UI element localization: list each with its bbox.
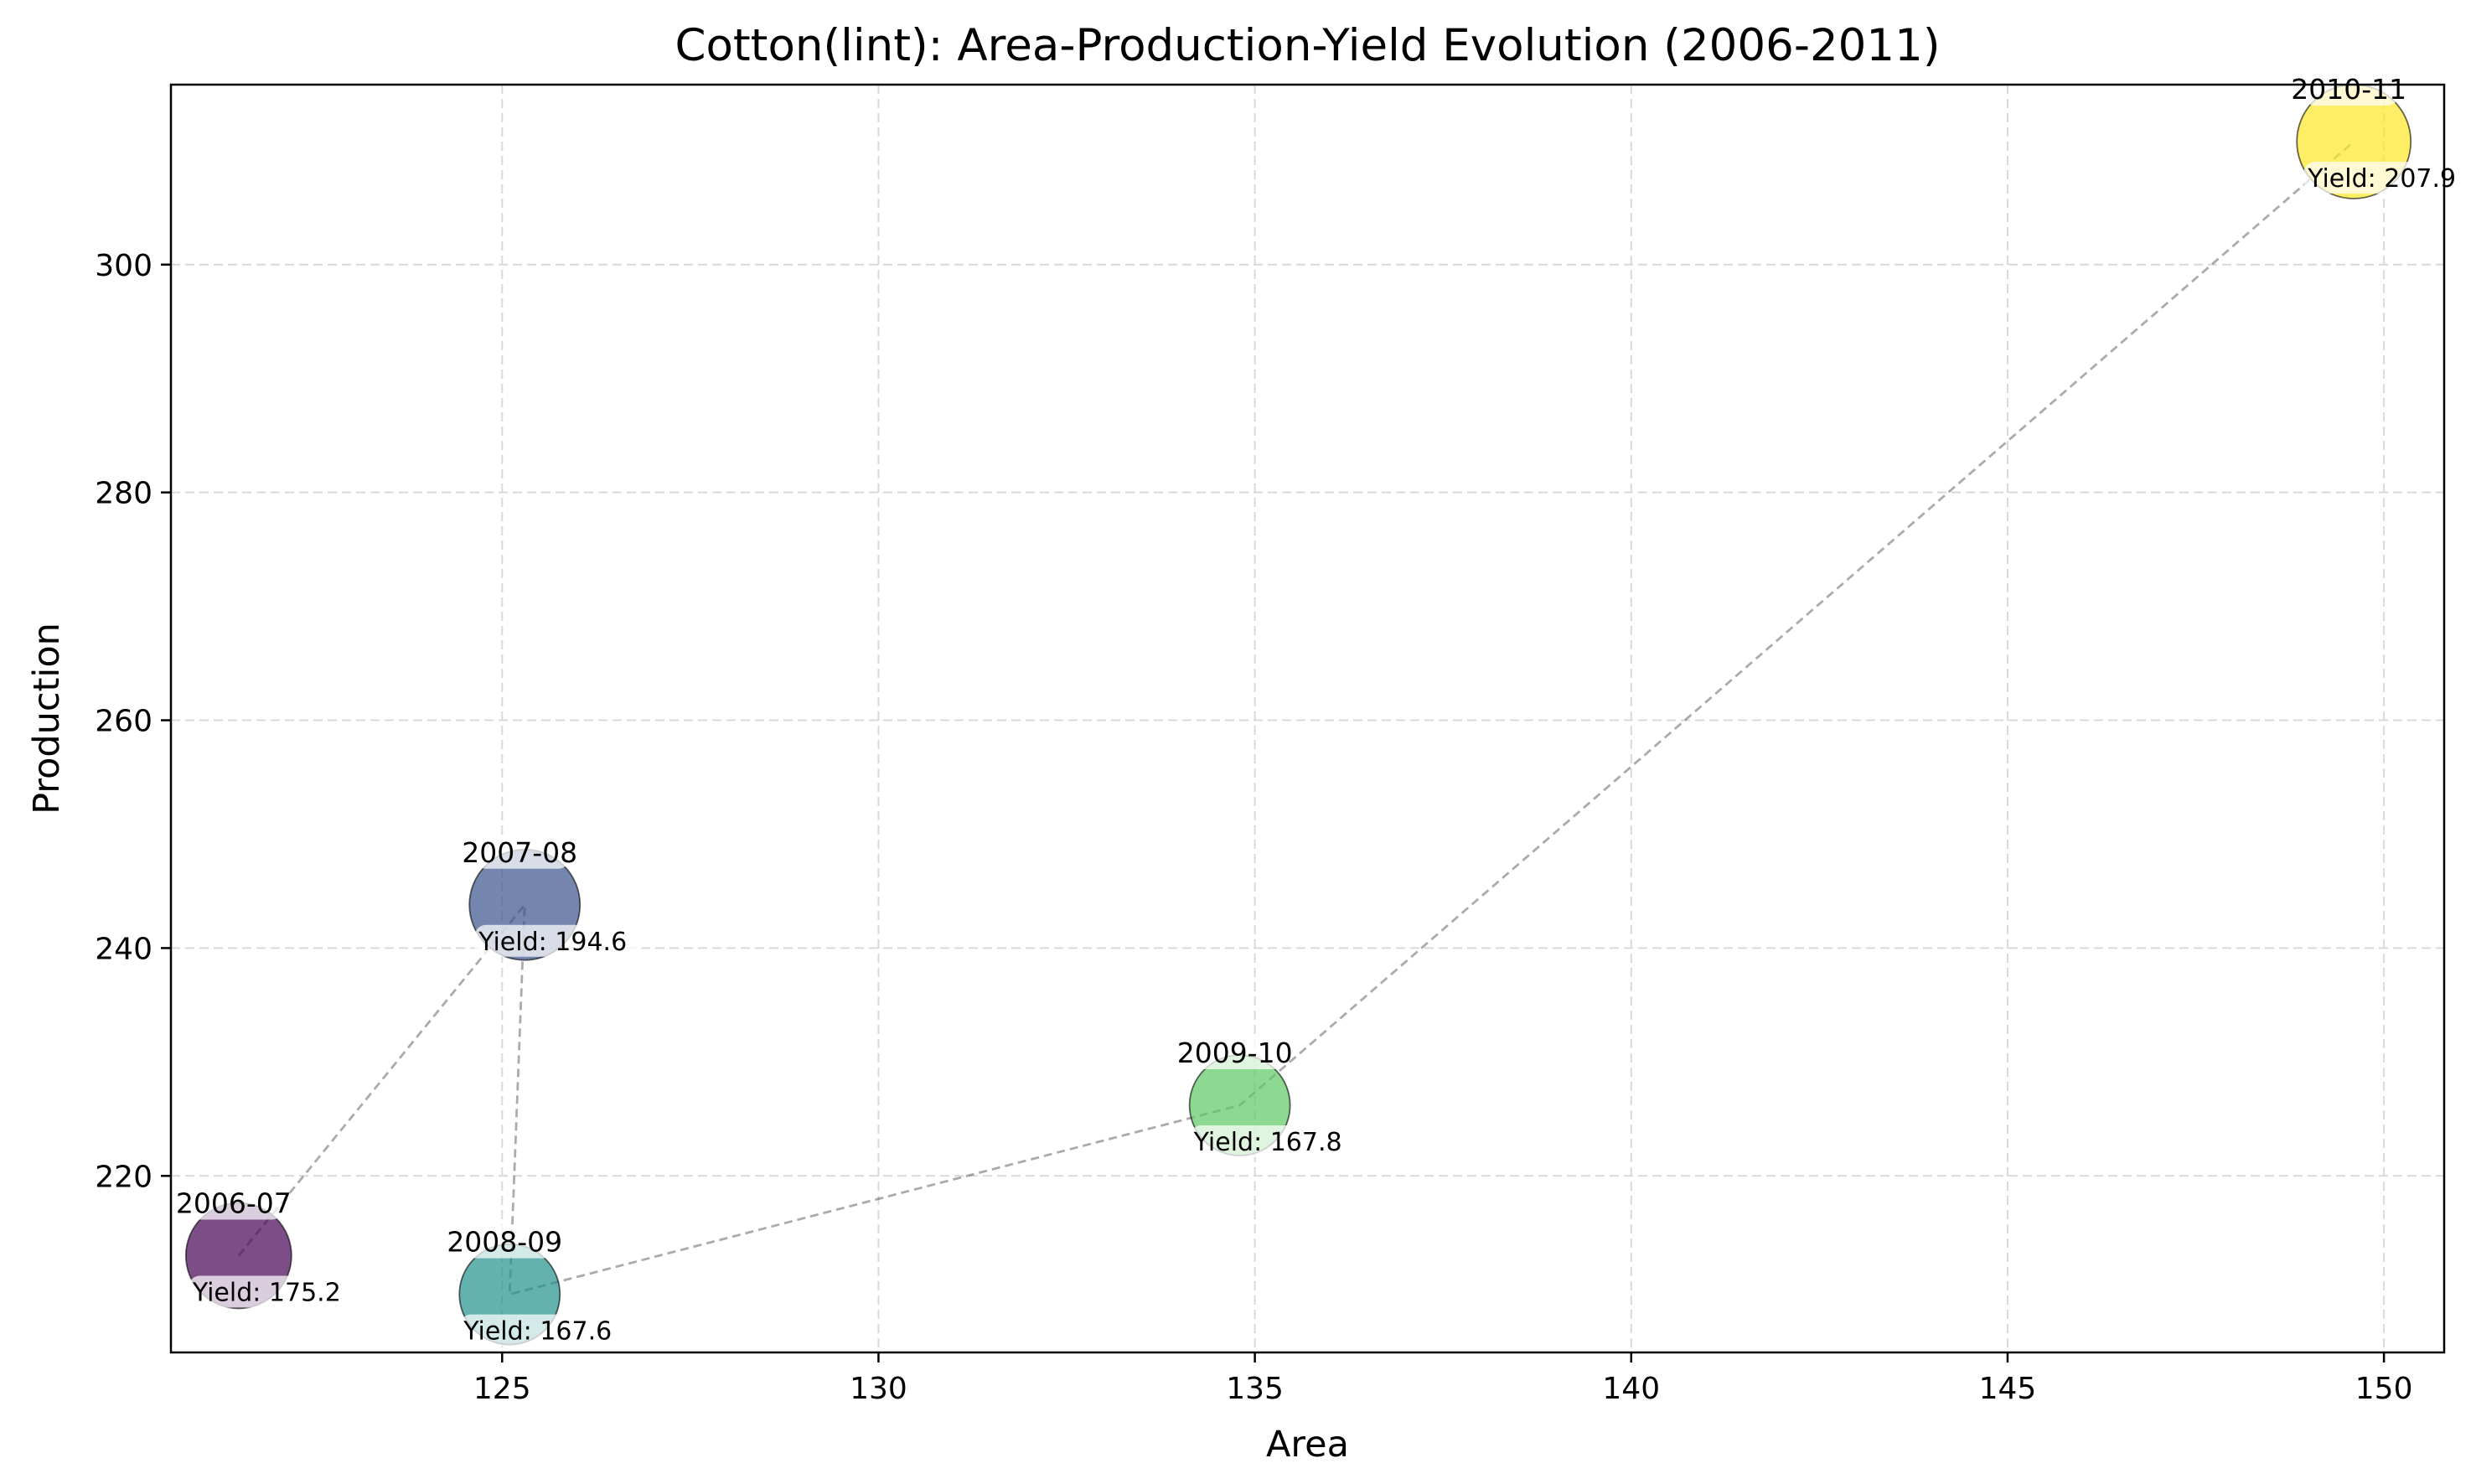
year-label: 2007-08 bbox=[462, 836, 577, 869]
year-label: 2006-07 bbox=[176, 1187, 292, 1219]
x-axis-label: Area bbox=[1266, 1424, 1349, 1466]
trajectory-path bbox=[237, 140, 2355, 1296]
x-tick-label: 145 bbox=[1979, 1372, 2037, 1406]
y-tick-label: 240 bbox=[95, 932, 152, 966]
axis-ticks: 125 130 135 140 145 150 220 240 260 280 300 bbox=[95, 249, 2412, 1406]
yield-label: Yield: 167.6 bbox=[463, 1317, 612, 1347]
trajectory-line bbox=[237, 140, 2355, 1296]
x-tick-label: 150 bbox=[2355, 1372, 2413, 1406]
x-tick-label: 130 bbox=[850, 1372, 907, 1406]
year-label: 2008-09 bbox=[447, 1226, 562, 1259]
yield-label: Yield: 194.6 bbox=[478, 928, 627, 957]
y-tick-label: 300 bbox=[95, 249, 152, 283]
x-tick-label: 125 bbox=[473, 1372, 531, 1406]
yield-label: Yield: 167.8 bbox=[1193, 1128, 1342, 1157]
yield-label: Yield: 207.9 bbox=[2307, 164, 2456, 194]
y-tick-label: 260 bbox=[95, 705, 152, 739]
year-label-box bbox=[459, 1224, 556, 1259]
yield-label-box bbox=[188, 1275, 356, 1308]
y-axis-label: Production bbox=[26, 623, 68, 814]
chart-title: Cotton(lint): Area-Production-Yield Evol… bbox=[675, 20, 1940, 71]
year-label-box bbox=[1189, 1036, 1285, 1070]
y-tick-label: 220 bbox=[95, 1160, 152, 1194]
y-tick-label: 280 bbox=[95, 477, 152, 511]
x-tick-label: 135 bbox=[1226, 1372, 1284, 1406]
yield-label-box bbox=[459, 1314, 628, 1347]
point-labels: 2006-07 Yield: 175.2 2007-08 Yield: 194.6 20… bbox=[176, 71, 2472, 1347]
year-label-box bbox=[474, 835, 571, 869]
year-label: 2010-11 bbox=[2291, 73, 2406, 106]
yield-label-box bbox=[1189, 1125, 1357, 1158]
x-tick-label: 140 bbox=[1602, 1372, 1660, 1406]
plot-frame bbox=[169, 83, 2446, 1354]
yield-label-box bbox=[2303, 161, 2472, 194]
yield-label-box bbox=[474, 924, 643, 957]
year-label: 2009-10 bbox=[1177, 1037, 1293, 1069]
year-label-box bbox=[2303, 71, 2400, 106]
yield-label: Yield: 175.2 bbox=[192, 1278, 341, 1307]
year-label-box bbox=[188, 1186, 284, 1220]
